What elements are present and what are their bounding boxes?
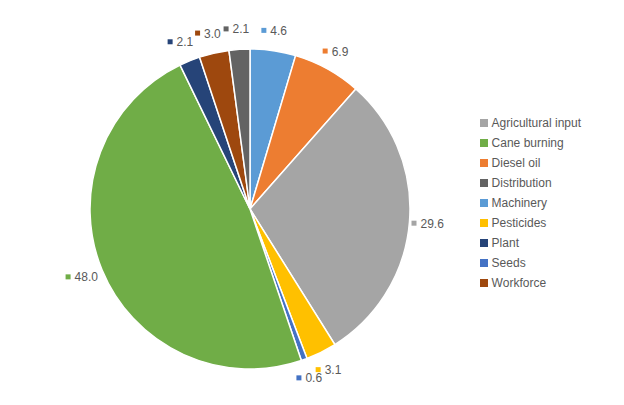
svg-text:2.1: 2.1 <box>177 35 194 49</box>
svg-text:29.6: 29.6 <box>420 217 444 231</box>
html-text:Pesticides: Pesticides <box>491 215 547 230</box>
html-text:Cane burning: Cane burning <box>491 135 564 150</box>
html-text:Machinery: Machinery <box>491 195 547 210</box>
html-text:Seeds: Seeds <box>491 255 526 270</box>
svg-text:48.0: 48.0 <box>75 270 99 284</box>
svg-text:0.6: 0.6 <box>305 371 322 385</box>
svg-text:4.6: 4.6 <box>270 24 287 38</box>
svg-text:6.9: 6.9 <box>332 45 349 59</box>
html-text:Agricultural input: Agricultural input <box>491 115 581 130</box>
html-text:Diesel oil: Diesel oil <box>491 155 541 170</box>
html-text:Workforce: Workforce <box>491 275 547 290</box>
html-text:Distribution: Distribution <box>491 175 552 190</box>
svg-text:3.0: 3.0 <box>204 27 221 41</box>
html-text:Plant: Plant <box>491 235 519 250</box>
svg-text:3.1: 3.1 <box>325 363 342 377</box>
svg-text:2.1: 2.1 <box>233 22 250 36</box>
